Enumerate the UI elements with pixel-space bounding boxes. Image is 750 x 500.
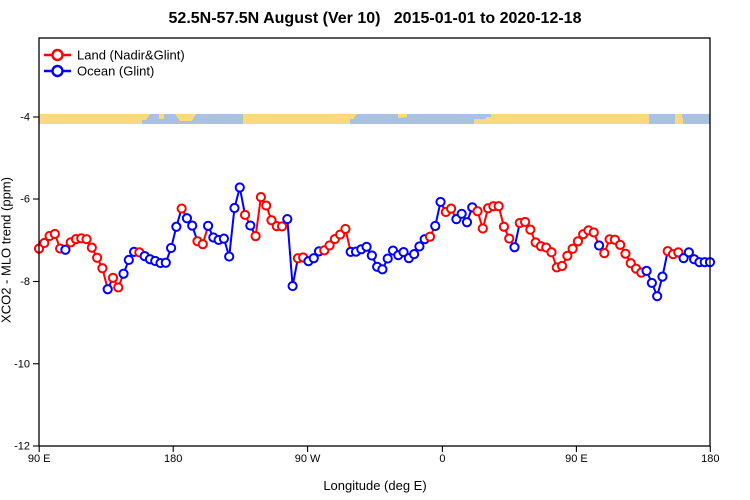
svg-text:90 W: 90 W <box>295 453 321 465</box>
svg-text:-10: -10 <box>14 358 30 370</box>
svg-text:0: 0 <box>439 453 445 465</box>
svg-text:-6: -6 <box>20 194 30 206</box>
svg-text:Ocean (Glint): Ocean (Glint) <box>77 64 154 79</box>
svg-text:-8: -8 <box>20 276 30 288</box>
svg-text:180: 180 <box>701 453 719 465</box>
svg-text:Land (Nadir&Glint): Land (Nadir&Glint) <box>77 48 185 63</box>
svg-text:180: 180 <box>164 453 182 465</box>
svg-text:90 E: 90 E <box>565 453 588 465</box>
svg-text:-4: -4 <box>20 112 30 124</box>
svg-text:-12: -12 <box>14 441 30 453</box>
svg-text:90 E: 90 E <box>28 453 51 465</box>
